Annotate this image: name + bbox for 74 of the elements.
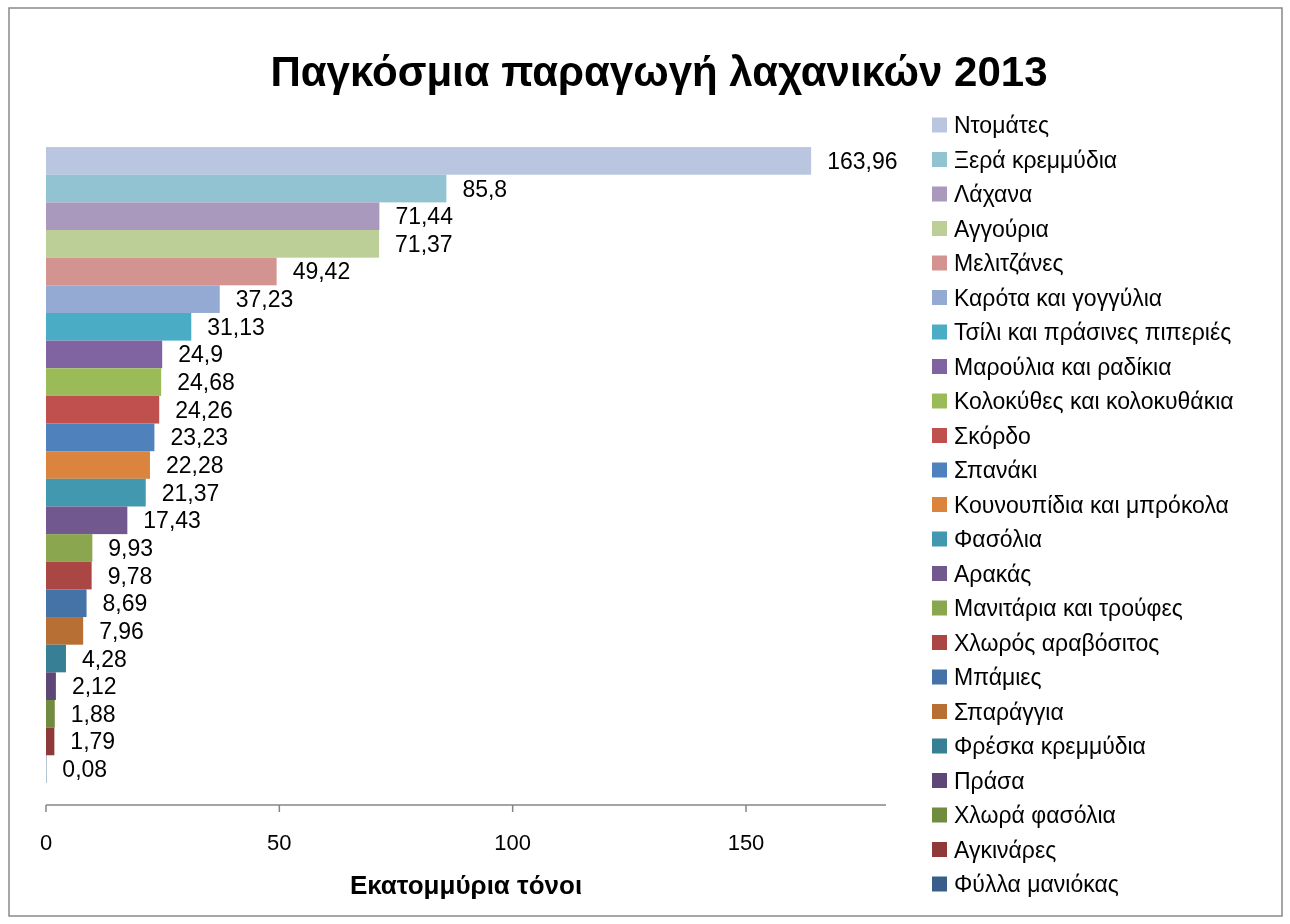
- data-label: 49,42: [292, 258, 351, 285]
- bar: [46, 727, 55, 756]
- bar: [46, 644, 66, 673]
- legend-label: Σπαράγγια: [954, 698, 1064, 725]
- bar: [46, 202, 380, 231]
- bar: [46, 534, 93, 562]
- bar: [46, 257, 277, 286]
- data-label: 37,23: [235, 286, 294, 313]
- legend-label: Χλωρά φασόλια: [954, 802, 1116, 828]
- data-label: 24,26: [175, 396, 233, 423]
- legend-label: Αγκινάρες: [954, 836, 1057, 863]
- legend-label: Αρακάς: [954, 560, 1032, 587]
- legend-label: Μπάμιες: [954, 664, 1042, 690]
- x-axis-title: Εκατομμύρια τόνοι: [349, 870, 583, 900]
- bar: [46, 230, 380, 258]
- legend-label: Λάχανα: [954, 181, 1033, 207]
- bar: [46, 506, 128, 535]
- bar: [46, 478, 146, 507]
- data-label: 21,37: [161, 479, 220, 506]
- legend-label: Μαρούλια και ραδίκια: [954, 353, 1172, 380]
- data-label: 7,96: [99, 617, 144, 644]
- bar: [46, 340, 163, 369]
- legend-label: Φρέσκα κρεμμύδια: [954, 733, 1146, 759]
- legend-label: Μανιτάρια και τρούφες: [954, 595, 1183, 621]
- legend-label: Τσίλι και πράσινες πιπεριές: [954, 319, 1232, 345]
- bar: [46, 312, 192, 341]
- data-label: 163,96: [827, 147, 898, 174]
- bar: [46, 368, 162, 396]
- bar: [46, 423, 155, 452]
- bar: [46, 395, 160, 424]
- data-label: 1,88: [70, 700, 116, 727]
- legend-label: Αγγούρια: [954, 215, 1049, 242]
- legend-label: Μελιτζάνες: [954, 250, 1064, 276]
- bar: [46, 672, 56, 700]
- bar: [46, 147, 812, 175]
- data-label: 8,69: [102, 590, 148, 617]
- legend-label: Χλωρός αραβόσιτος: [954, 629, 1160, 656]
- bar: [46, 617, 84, 645]
- data-label: 17,43: [143, 507, 201, 534]
- legend-label: Καρότα και γογγύλια: [954, 284, 1163, 311]
- data-label: 9,78: [107, 562, 153, 589]
- legend-label: Κολοκύθες και κολοκυθάκια: [954, 388, 1234, 414]
- legend-label: Πράσα: [954, 767, 1025, 794]
- data-label: 85,8: [462, 175, 508, 202]
- data-label: 0,08: [62, 756, 108, 783]
- bar: [46, 699, 55, 728]
- data-label: 71,44: [395, 203, 454, 230]
- x-tick-label: 150: [727, 830, 765, 855]
- bar: [46, 285, 220, 313]
- data-label: 24,9: [178, 341, 223, 368]
- legend-label: Κουνουπίδια και μπρόκολα: [954, 491, 1229, 518]
- data-label: 22,28: [165, 452, 224, 478]
- legend-label: Φασόλια: [954, 526, 1043, 552]
- bar: [46, 174, 447, 203]
- bar: [46, 561, 92, 590]
- data-label: 71,37: [395, 230, 453, 257]
- bar: [46, 451, 150, 479]
- data-label: 24,68: [177, 369, 235, 396]
- legend-label: Σπανάκι: [954, 457, 1038, 483]
- bar: [46, 589, 87, 618]
- x-tick-label: 100: [494, 830, 532, 855]
- x-tick-label: 50: [267, 830, 292, 855]
- data-label: 4,28: [81, 645, 127, 672]
- data-label: 23,23: [170, 424, 228, 451]
- data-label: 9,93: [108, 534, 154, 561]
- legend-label: Ντομάτες: [954, 112, 1050, 138]
- chart-title: Παγκόσμια παραγωγή λαχανικών 2013: [270, 48, 1048, 95]
- legend-label: Σκόρδο: [954, 422, 1031, 449]
- x-tick-label: 0: [39, 830, 53, 855]
- data-label: 31,13: [207, 313, 265, 340]
- legend-label: Φύλλα μανιόκας: [954, 871, 1119, 897]
- data-label: 2,12: [71, 673, 117, 700]
- legend-label: Ξερά κρεμμύδια: [954, 146, 1118, 173]
- data-label: 1,79: [70, 728, 116, 755]
